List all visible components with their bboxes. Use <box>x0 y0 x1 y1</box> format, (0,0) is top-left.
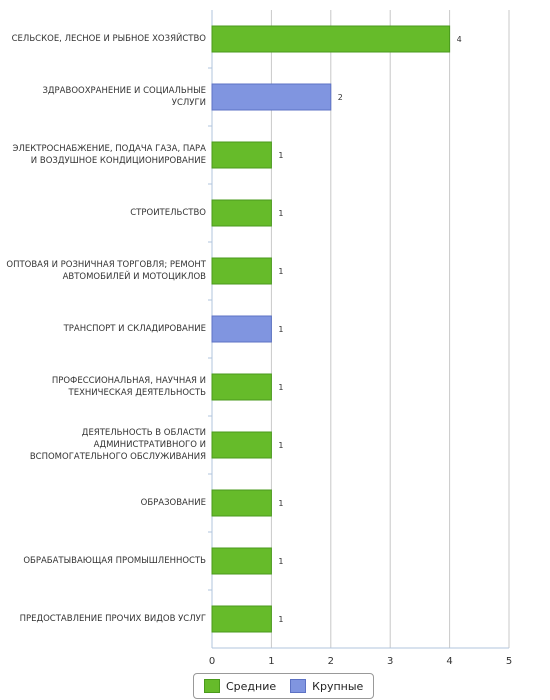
bar-value-label: 1 <box>278 383 283 392</box>
category-label: ЗДРАВООХРАНЕНИЕ И СОЦИАЛЬНЫЕ УСЛУГИ <box>42 86 206 108</box>
bar-value-label: 4 <box>457 35 462 44</box>
legend-item-medium[interactable]: Средние <box>204 679 276 693</box>
category-label: ОБРАБАТЫВАЮЩАЯ ПРОМЫШЛЕННОСТЬ <box>23 556 206 566</box>
legend-swatch-medium <box>204 679 220 693</box>
category-label: ПРОФЕССИОНАЛЬНАЯ, НАУЧНАЯ И ТЕХНИЧЕСКАЯ … <box>51 376 206 398</box>
bar[interactable] <box>211 315 272 343</box>
bar[interactable] <box>211 25 451 53</box>
bar[interactable] <box>211 373 272 401</box>
bar[interactable] <box>211 605 272 633</box>
bar-value-label: 1 <box>278 499 283 508</box>
category-label: СЕЛЬСКОЕ, ЛЕСНОЕ И РЫБНОЕ ХОЗЯЙСТВО <box>11 34 206 44</box>
x-tick-label: 5 <box>506 656 512 667</box>
bar-value-label: 1 <box>278 267 283 276</box>
x-tick-label: 4 <box>446 656 452 667</box>
category-label: СТРОИТЕЛЬСТВО <box>130 208 206 218</box>
bar[interactable] <box>211 199 272 227</box>
bar-value-label: 1 <box>278 615 283 624</box>
bar[interactable] <box>211 141 272 169</box>
category-label: ДЕЯТЕЛЬНОСТЬ В ОБЛАСТИ АДМИНИСТРАТИВНОГО… <box>29 428 206 462</box>
bar-value-label: 1 <box>278 441 283 450</box>
category-label: ОПТОВАЯ И РОЗНИЧНАЯ ТОРГОВЛЯ; РЕМОНТ АВТ… <box>6 260 206 282</box>
x-tick-label: 2 <box>328 656 334 667</box>
bar[interactable] <box>211 547 272 575</box>
bar-value-label: 1 <box>278 325 283 334</box>
legend-label-medium: Средние <box>226 679 277 693</box>
x-tick-label: 0 <box>209 656 215 667</box>
category-label: ПРЕДОСТАВЛЕНИЕ ПРОЧИХ ВИДОВ УСЛУГ <box>19 614 206 624</box>
x-tick-label: 1 <box>268 656 274 667</box>
bar[interactable] <box>211 489 272 517</box>
category-label: ТРАНСПОРТ И СКЛАДИРОВАНИЕ <box>63 324 206 334</box>
legend-swatch-large <box>290 679 307 693</box>
bar-value-label: 1 <box>278 151 283 160</box>
legend-item-large[interactable]: Крупные <box>290 679 363 693</box>
bar[interactable] <box>211 431 272 459</box>
bar-value-label: 2 <box>338 93 343 102</box>
legend: Средние Крупные <box>193 673 375 699</box>
category-label: ОБРАЗОВАНИЕ <box>140 498 206 508</box>
legend-label-large: Крупные <box>312 679 364 693</box>
bar[interactable] <box>211 257 272 285</box>
x-tick-label: 3 <box>387 656 393 667</box>
bar-value-label: 1 <box>278 209 283 218</box>
bar-value-label: 1 <box>278 557 283 566</box>
category-label: ЭЛЕКТРОСНАБЖЕНИЕ, ПОДАЧА ГАЗА, ПАРА И ВО… <box>12 144 206 166</box>
bar[interactable] <box>211 83 332 111</box>
